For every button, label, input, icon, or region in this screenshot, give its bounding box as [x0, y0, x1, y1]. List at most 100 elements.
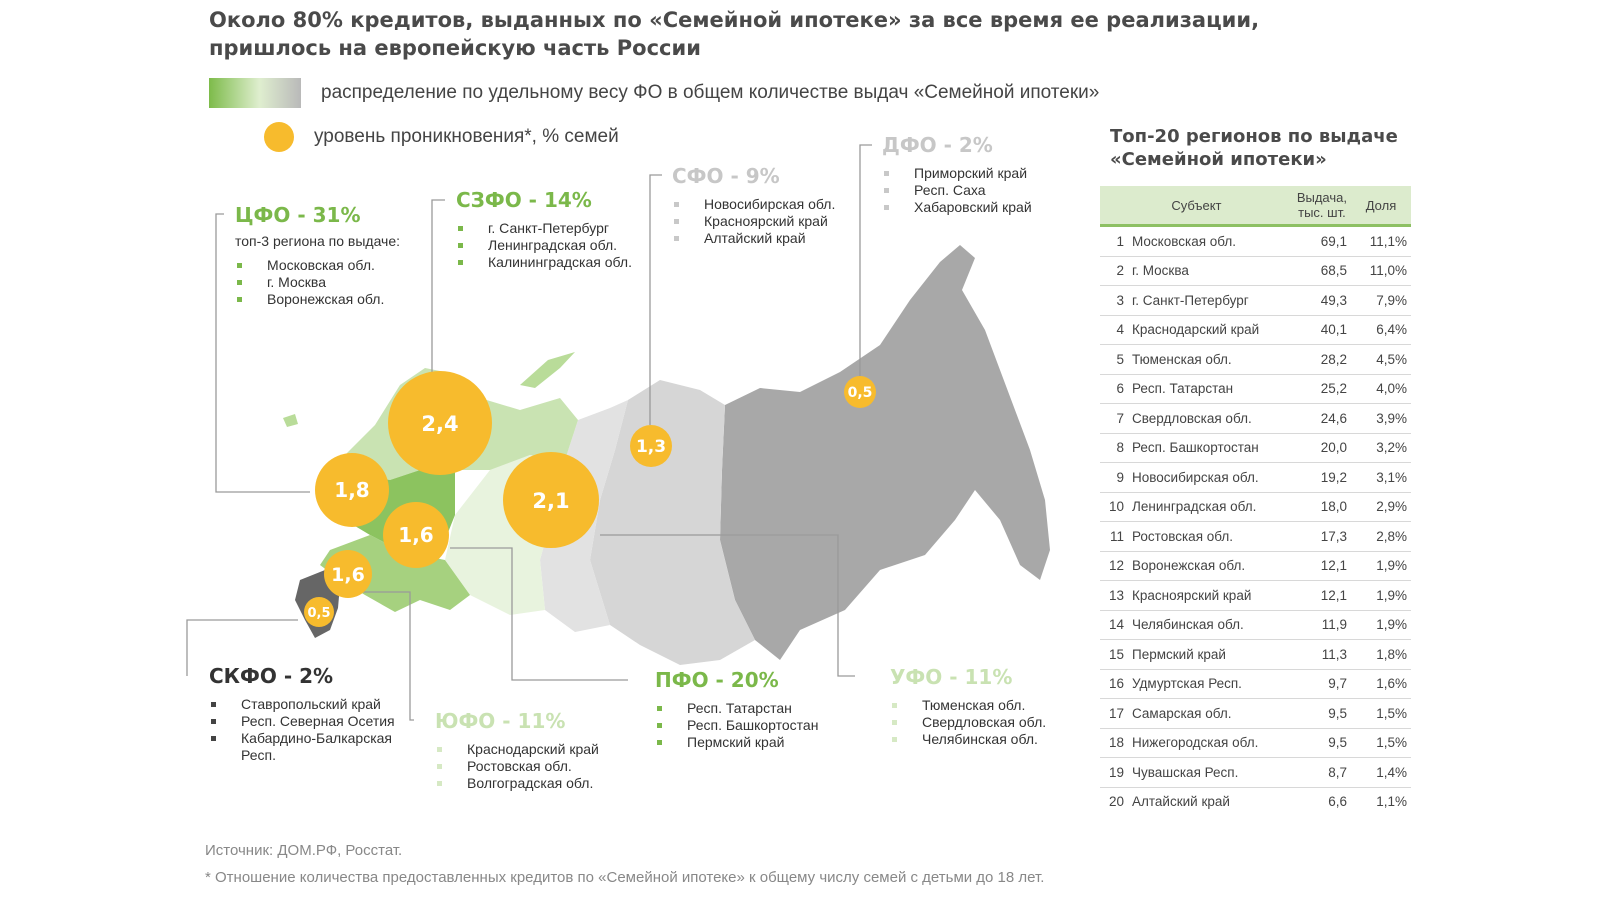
row-volume: 9,5	[1292, 728, 1351, 758]
table-row: 2 г. Москва 68,5 11,0%	[1100, 256, 1411, 286]
row-share: 1,8%	[1351, 639, 1411, 670]
table-body: 1 Московская обл. 69,1 11,1% 2 г. Москва 68,5 1…	[1100, 225, 1411, 817]
row-number: 6	[1100, 374, 1128, 404]
district-sfo-region: Новосибирская обл.	[672, 196, 835, 213]
district-szfo-region: Ленинградская обл.	[456, 237, 632, 254]
row-number: 3	[1100, 285, 1128, 316]
row-number: 2	[1100, 256, 1128, 286]
district-cfo-title: ЦФО - 31%	[235, 203, 361, 227]
row-number: 20	[1108, 794, 1124, 810]
bubble-dfo	[844, 376, 876, 408]
row-share: 3,9%	[1351, 403, 1411, 434]
district-skfo-region: Респ. Северная Осетия	[209, 713, 409, 730]
table-header-row: Субъект Выдача, тыс. шт. Доля	[1100, 186, 1411, 227]
table-row: 7 Свердловская обл. 24,6 3,9%	[1100, 403, 1411, 434]
page-title: Около 80% кредитов, выданных по «Семейно…	[209, 8, 1260, 60]
district-pfo-region: Пермский край	[655, 734, 818, 751]
table-row: 11 Ростовская обл. 17,3 2,8%	[1100, 521, 1411, 552]
table-row: 20 Алтайский край 6,6 1,1%	[1100, 787, 1411, 816]
row-subject: Красноярский край	[1128, 580, 1293, 611]
row-volume: 40,1	[1292, 315, 1351, 345]
table-title: Топ-20 регионов по выдаче «Семейной ипот…	[1110, 126, 1398, 170]
district-yufo-region: Волгоградская обл.	[435, 775, 599, 792]
footer-source: Источник: ДОМ.РФ, Росстат.	[205, 842, 403, 859]
bubble-yufo-north-label: 1,6	[398, 523, 433, 547]
table-row: 13 Красноярский край 12,1 1,9%	[1100, 580, 1411, 611]
district-szfo-region: Калининградская обл.	[456, 254, 632, 271]
district-yufo: ЮФО - 11% Краснодарский край Ростовская …	[435, 709, 599, 792]
bubble-skfo-label: 0,5	[307, 606, 330, 621]
table-row: 6 Респ. Татарстан 25,2 4,0%	[1100, 374, 1411, 404]
row-volume: 17,3	[1292, 521, 1351, 552]
region-novaya-zemlya	[520, 352, 575, 388]
row-number: 7	[1100, 403, 1128, 434]
header-share: Доля	[1351, 186, 1411, 227]
table-row: 14 Челябинская обл. 11,9 1,9%	[1100, 610, 1411, 640]
row-number: 17	[1100, 698, 1128, 729]
row-share: 7,9%	[1351, 285, 1411, 316]
row-volume: 11,3	[1292, 639, 1351, 670]
row-subject: Удмуртская Респ.	[1128, 669, 1293, 699]
row-share: 6,4%	[1351, 315, 1411, 345]
row-subject: Новосибирская обл.	[1128, 462, 1293, 493]
district-dfo: ДФО - 2% Приморский край Респ. Саха Хаба…	[882, 133, 1032, 216]
row-number: 13	[1100, 580, 1128, 611]
bubble-dfo-label: 0,5	[848, 385, 873, 401]
legend-gradient-label: распределение по удельному весу ФО в общ…	[321, 82, 1100, 103]
row-number: 14	[1100, 610, 1128, 640]
region-kaliningrad	[283, 414, 298, 427]
row-subject: Московская обл.	[1128, 225, 1293, 257]
header-subject: Субъект	[1100, 186, 1293, 227]
row-subject: г. Москва	[1128, 256, 1293, 286]
bubble-cfo-label: 1,8	[334, 478, 369, 502]
row-subject: Челябинская обл.	[1128, 610, 1293, 640]
region-dfo	[720, 245, 1050, 660]
row-share: 1,6%	[1351, 669, 1411, 699]
row-share: 1,9%	[1351, 551, 1411, 581]
row-volume: 20,0	[1292, 433, 1351, 463]
legend-gradient-swatch	[209, 78, 301, 108]
row-volume: 8,7	[1292, 757, 1351, 788]
row-share: 4,5%	[1351, 344, 1411, 375]
table-row: 18 Нижегородская обл. 9,5 1,5%	[1100, 728, 1411, 758]
bubble-ufo-label: 1,3	[636, 437, 666, 457]
table-row: 15 Пермский край 11,3 1,8%	[1100, 639, 1411, 670]
row-number: 11	[1100, 521, 1128, 552]
row-number: 18	[1100, 728, 1128, 758]
row-subject: г. Санкт-Петербург	[1128, 285, 1293, 316]
row-subject: Свердловская обл.	[1128, 403, 1293, 434]
bubble-cfo	[315, 453, 389, 527]
district-sfo: СФО - 9% Новосибирская обл. Красноярский…	[672, 164, 835, 247]
table-row: 17 Самарская обл. 9,5 1,5%	[1100, 698, 1411, 729]
row-volume: 68,5	[1292, 256, 1351, 286]
row-subject: Респ. Татарстан	[1128, 374, 1293, 404]
district-pfo: ПФО - 20% Респ. Татарстан Респ. Башкорто…	[655, 668, 818, 751]
row-volume: 69,1	[1292, 225, 1351, 257]
header-volume: Выдача, тыс. шт.	[1292, 186, 1351, 227]
district-cfo-region: Московская обл.	[235, 257, 400, 274]
district-ufo-region: Тюменская обл.	[890, 697, 1046, 714]
bubble-pfo-label: 2,1	[532, 489, 569, 513]
row-share: 3,1%	[1351, 462, 1411, 493]
row-volume: 11,9	[1292, 610, 1351, 640]
table-row: 12 Воронежская обл. 12,1 1,9%	[1100, 551, 1411, 581]
district-yufo-region: Ростовская обл.	[435, 758, 599, 775]
table-row: 16 Удмуртская Респ. 9,7 1,6%	[1100, 669, 1411, 699]
bubble-yufo	[324, 550, 372, 598]
bubble-ufo	[630, 425, 672, 467]
row-volume: 49,3	[1292, 285, 1351, 316]
district-sfo-region: Алтайский край	[672, 230, 835, 247]
district-sfo-region: Красноярский край	[672, 213, 835, 230]
legend-dot-swatch	[264, 122, 294, 152]
row-share: 1,4%	[1351, 757, 1411, 788]
row-share: 2,8%	[1351, 521, 1411, 552]
table-row: 5 Тюменская обл. 28,2 4,5%	[1100, 344, 1411, 375]
district-ufo-region: Свердловская обл.	[890, 714, 1046, 731]
row-share: 11,0%	[1351, 256, 1411, 286]
row-share: 2,9%	[1351, 492, 1411, 522]
legend-dot-label: уровень проникновения*, % семей	[314, 126, 619, 147]
district-ufo-title: УФО - 11%	[890, 665, 1013, 689]
row-share: 1,5%	[1351, 728, 1411, 758]
district-skfo: СКФО - 2% Ставропольский край Респ. Севе…	[209, 664, 409, 764]
